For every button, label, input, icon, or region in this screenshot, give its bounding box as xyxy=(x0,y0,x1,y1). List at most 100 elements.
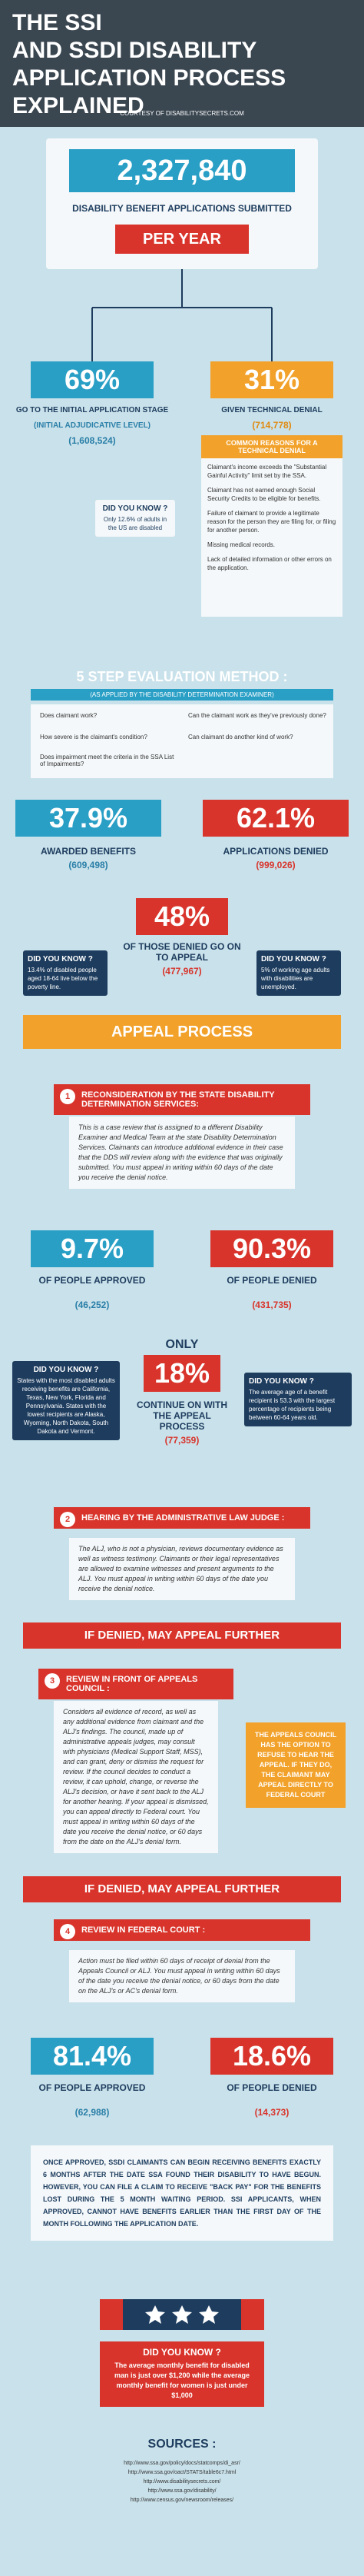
applications-label: DISABILITY BENEFIT APPLICATIONS SUBMITTE… xyxy=(72,203,292,214)
technical-text: GIVEN TECHNICAL DENIAL xyxy=(221,406,323,414)
appeal-process-banner: APPEAL PROCESS xyxy=(23,1015,341,1049)
council-note: THE APPEALS COUNCIL HAS THE OPTION TO RE… xyxy=(246,1722,346,1808)
reason: Missing medical records. xyxy=(207,541,276,548)
awarded-text: AWARDED BENEFITS xyxy=(40,846,136,857)
denied-text: APPLICATIONS DENIED xyxy=(223,846,329,857)
title-line: THE SSI xyxy=(12,10,102,35)
initial-percent: 69% xyxy=(31,361,154,398)
step-title: REVIEW IN FEDERAL COURT : xyxy=(81,1925,206,1935)
header: THE SSI AND SSDI DISABILITY APPLICATION … xyxy=(0,0,364,127)
denied-percent: 90.3% xyxy=(210,1230,333,1267)
did-you-know: DID YOU KNOW ? Only 12.6% of adults in th… xyxy=(95,500,175,537)
denied-text: OF PEOPLE DENIED xyxy=(227,2082,317,2093)
did-you-know: DID YOU KNOW ? States with the most disab… xyxy=(12,1361,120,1440)
step-title: HEARING BY THE ADMINISTRATIVE LAW JUDGE … xyxy=(81,1513,285,1523)
did-you-know: DID YOU KNOW ? 5% of working age adults w… xyxy=(256,950,341,996)
denied-text: OF PEOPLE DENIED xyxy=(227,1275,317,1286)
step-header: 2 HEARING BY THE ADMINISTRATIVE LAW JUDGE… xyxy=(54,1507,310,1529)
reason: Claimant's income exceeds the "Substanti… xyxy=(207,464,327,479)
dyk-title: DID YOU KNOW ? xyxy=(261,955,326,964)
appeal-count: (477,967) xyxy=(162,966,202,977)
approved-text: OF PEOPLE APPROVED xyxy=(38,1275,146,1286)
source: http://www.census.gov/newsroom/releases/ xyxy=(130,2498,234,2503)
denied-banner: IF DENIED, MAY APPEAL FURTHER xyxy=(23,1622,341,1649)
applications-number: 2,327,840 xyxy=(69,149,295,192)
source: http://www.disabilitysecrets.com/ xyxy=(143,2479,221,2484)
dyk-title: DID YOU KNOW ? xyxy=(33,1366,99,1374)
branch-lines xyxy=(91,269,273,361)
step-text: Considers all evidence of record, as wel… xyxy=(54,1701,218,1853)
title: THE SSI AND SSDI DISABILITY APPLICATION … xyxy=(12,9,364,120)
step-number: 1 xyxy=(60,1089,75,1104)
period: PER YEAR xyxy=(115,225,249,254)
denied-count: (999,026) xyxy=(256,860,296,870)
step-text: Action must be filed within 60 days of r… xyxy=(69,1950,295,2002)
stars-ribbon xyxy=(100,2299,264,2330)
dyk-title: DID YOU KNOW ? xyxy=(249,1377,314,1386)
technical-count: (714,778) xyxy=(252,420,292,431)
reasons-title: COMMON REASONS FOR A TECHNICAL DENIAL xyxy=(201,435,342,458)
dyk-title: DID YOU KNOW ? xyxy=(28,955,93,964)
dyk-text: The average age of a benefit recipient i… xyxy=(249,1389,336,1421)
source: http://www.ssa.gov/policy/docs/statcomps… xyxy=(124,2461,240,2466)
evaluation-title: 5 STEP EVALUATION METHOD : xyxy=(76,669,288,684)
title-line: APPLICATION PROCESS EXPLAINED xyxy=(12,65,286,118)
approved-percent: 9.7% xyxy=(31,1230,154,1267)
did-you-know: DID YOU KNOW ? The average monthly benefi… xyxy=(100,2341,264,2407)
awarded-count: (609,498) xyxy=(68,860,108,870)
step-text: The ALJ, who is not a physician, reviews… xyxy=(69,1538,295,1600)
reasons-list: Claimant's income exceeds the "Substanti… xyxy=(201,458,342,577)
step: Does claimant work? xyxy=(40,712,98,719)
did-you-know: DID YOU KNOW ? 13.4% of disabled people a… xyxy=(23,950,108,996)
step: Does impairment meet the criteria in the… xyxy=(40,754,174,767)
reason: Lack of detailed information or other er… xyxy=(207,556,332,571)
denied-percent: 18.6% xyxy=(210,2038,333,2075)
initial-count: (1,608,524) xyxy=(68,435,116,446)
sources-list: http://www.ssa.gov/policy/docs/statcomps… xyxy=(31,2459,333,2505)
only: ONLY xyxy=(165,1338,199,1351)
approved-count: (46,252) xyxy=(74,1300,110,1310)
continue-count: (77,359) xyxy=(164,1435,200,1446)
evaluation-steps: Does claimant work? Can the claimant wor… xyxy=(31,704,333,778)
awarded-percent: 37.9% xyxy=(15,800,161,837)
reason: Claimant has not earned enough Social Se… xyxy=(207,487,321,502)
did-you-know: DID YOU KNOW ? The average age of a benef… xyxy=(244,1373,352,1426)
courtesy: COURTESY OF DISABILITYSECRETS.COM xyxy=(120,110,244,117)
back-pay: ONCE APPROVED, SSDI CLAIMANTS CAN BEGIN … xyxy=(31,2145,333,2241)
dyk-text: Only 12.6% of adults in the US are disab… xyxy=(103,516,167,531)
denied-banner: IF DENIED, MAY APPEAL FURTHER xyxy=(23,1876,341,1902)
step-header: 4 REVIEW IN FEDERAL COURT : xyxy=(54,1919,310,1941)
dyk-title: DID YOU KNOW ? xyxy=(102,504,168,513)
step-title: REVIEW IN FRONT OF APPEALS COUNCIL : xyxy=(66,1675,198,1693)
denied-percent: 62.1% xyxy=(203,800,349,837)
step-title: RECONSIDERATION BY THE STATE DISABILITY … xyxy=(81,1090,275,1109)
appeal-percent: 48% xyxy=(136,898,228,935)
step-text: This is a case review that is assigned t… xyxy=(69,1117,295,1189)
source: http://www.ssa.gov/disability/ xyxy=(147,2488,217,2494)
step-header: 1 RECONSIDERATION BY THE STATE DISABILITY… xyxy=(54,1084,310,1115)
initial-sub: (INITIAL ADJUDICATIVE LEVEL) xyxy=(33,421,151,430)
title-line: AND SSDI DISABILITY xyxy=(12,38,257,63)
denied-count: (431,735) xyxy=(252,1300,292,1310)
reasons-box: COMMON REASONS FOR A TECHNICAL DENIAL Cl… xyxy=(201,435,342,617)
dyk-text: 5% of working age adults with disabiliti… xyxy=(261,967,330,990)
technical-percent: 31% xyxy=(210,361,333,398)
evaluation-subtitle: (AS APPLIED BY THE DISABILITY DETERMINAT… xyxy=(31,689,333,701)
sources-title: SOURCES : xyxy=(147,2438,217,2451)
step-number: 2 xyxy=(60,1512,75,1527)
stat-box: 2,327,840 DISABILITY BENEFIT APPLICATION… xyxy=(46,138,318,269)
step: Can claimant do another kind of work? xyxy=(188,734,293,741)
step-header: 3 REVIEW IN FRONT OF APPEALS COUNCIL : xyxy=(38,1669,233,1699)
step: How severe is the claimant's condition? xyxy=(40,734,147,741)
dyk-text: The average monthly benefit for disabled… xyxy=(114,2361,250,2399)
step-number: 3 xyxy=(45,1673,60,1689)
approved-count: (62,988) xyxy=(74,2107,110,2118)
dyk-text: 13.4% of disabled people aged 18-64 live… xyxy=(28,967,98,990)
source: http://www.ssa.gov/oact/STATS/table6c7.h… xyxy=(127,2470,237,2475)
step-number: 4 xyxy=(60,1924,75,1939)
initial-text: GO TO THE INITIAL APPLICATION STAGE xyxy=(15,406,169,414)
approved-percent: 81.4% xyxy=(31,2038,154,2075)
dyk-title: DID YOU KNOW ? xyxy=(143,2347,221,2358)
continue-text: CONTINUE ON WITH THE APPEAL PROCESS xyxy=(137,1399,227,1432)
